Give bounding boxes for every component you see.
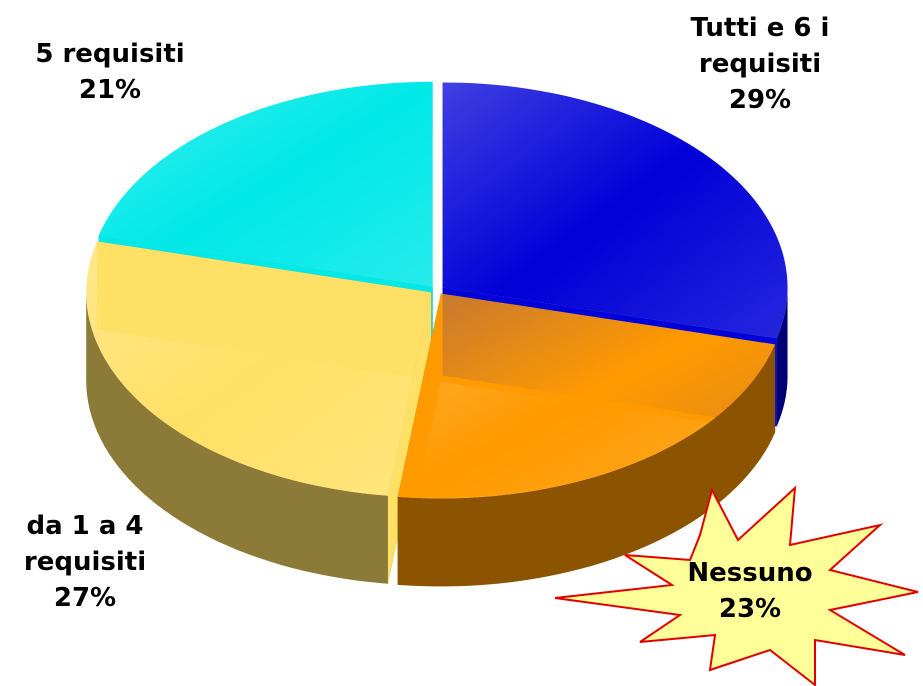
category-label: 5 requisiti: [35, 39, 185, 69]
slice-side: [776, 287, 788, 427]
value-label: 29%: [728, 85, 792, 115]
slice-side-shade: [776, 287, 788, 427]
slice: [442, 82, 788, 339]
slice-label: Nessuno 23%: [655, 555, 845, 627]
slice-side: [86, 292, 388, 584]
slice: [98, 81, 433, 287]
slice: [397, 293, 776, 499]
pie: [86, 81, 788, 587]
slice-side: [397, 344, 776, 587]
category-label: da 1 a 4 requisiti: [23, 511, 147, 577]
value-label: 21%: [78, 75, 142, 105]
slice-side-shade: [86, 292, 388, 584]
slice-label: da 1 a 4 requisiti 27%: [0, 508, 170, 616]
slice-label: 5 requisiti 21%: [10, 36, 210, 108]
value-label: 27%: [53, 583, 117, 613]
value-label: 23%: [718, 594, 782, 624]
category-label: Tutti e 6 i requisiti: [690, 13, 830, 79]
category-label: Nessuno: [687, 558, 813, 588]
slice-label: Tutti e 6 i requisiti 29%: [665, 10, 855, 118]
slice-side-shade: [397, 344, 776, 587]
callout-star: [554, 485, 919, 686]
slice: [86, 241, 432, 496]
tops: [86, 81, 788, 499]
